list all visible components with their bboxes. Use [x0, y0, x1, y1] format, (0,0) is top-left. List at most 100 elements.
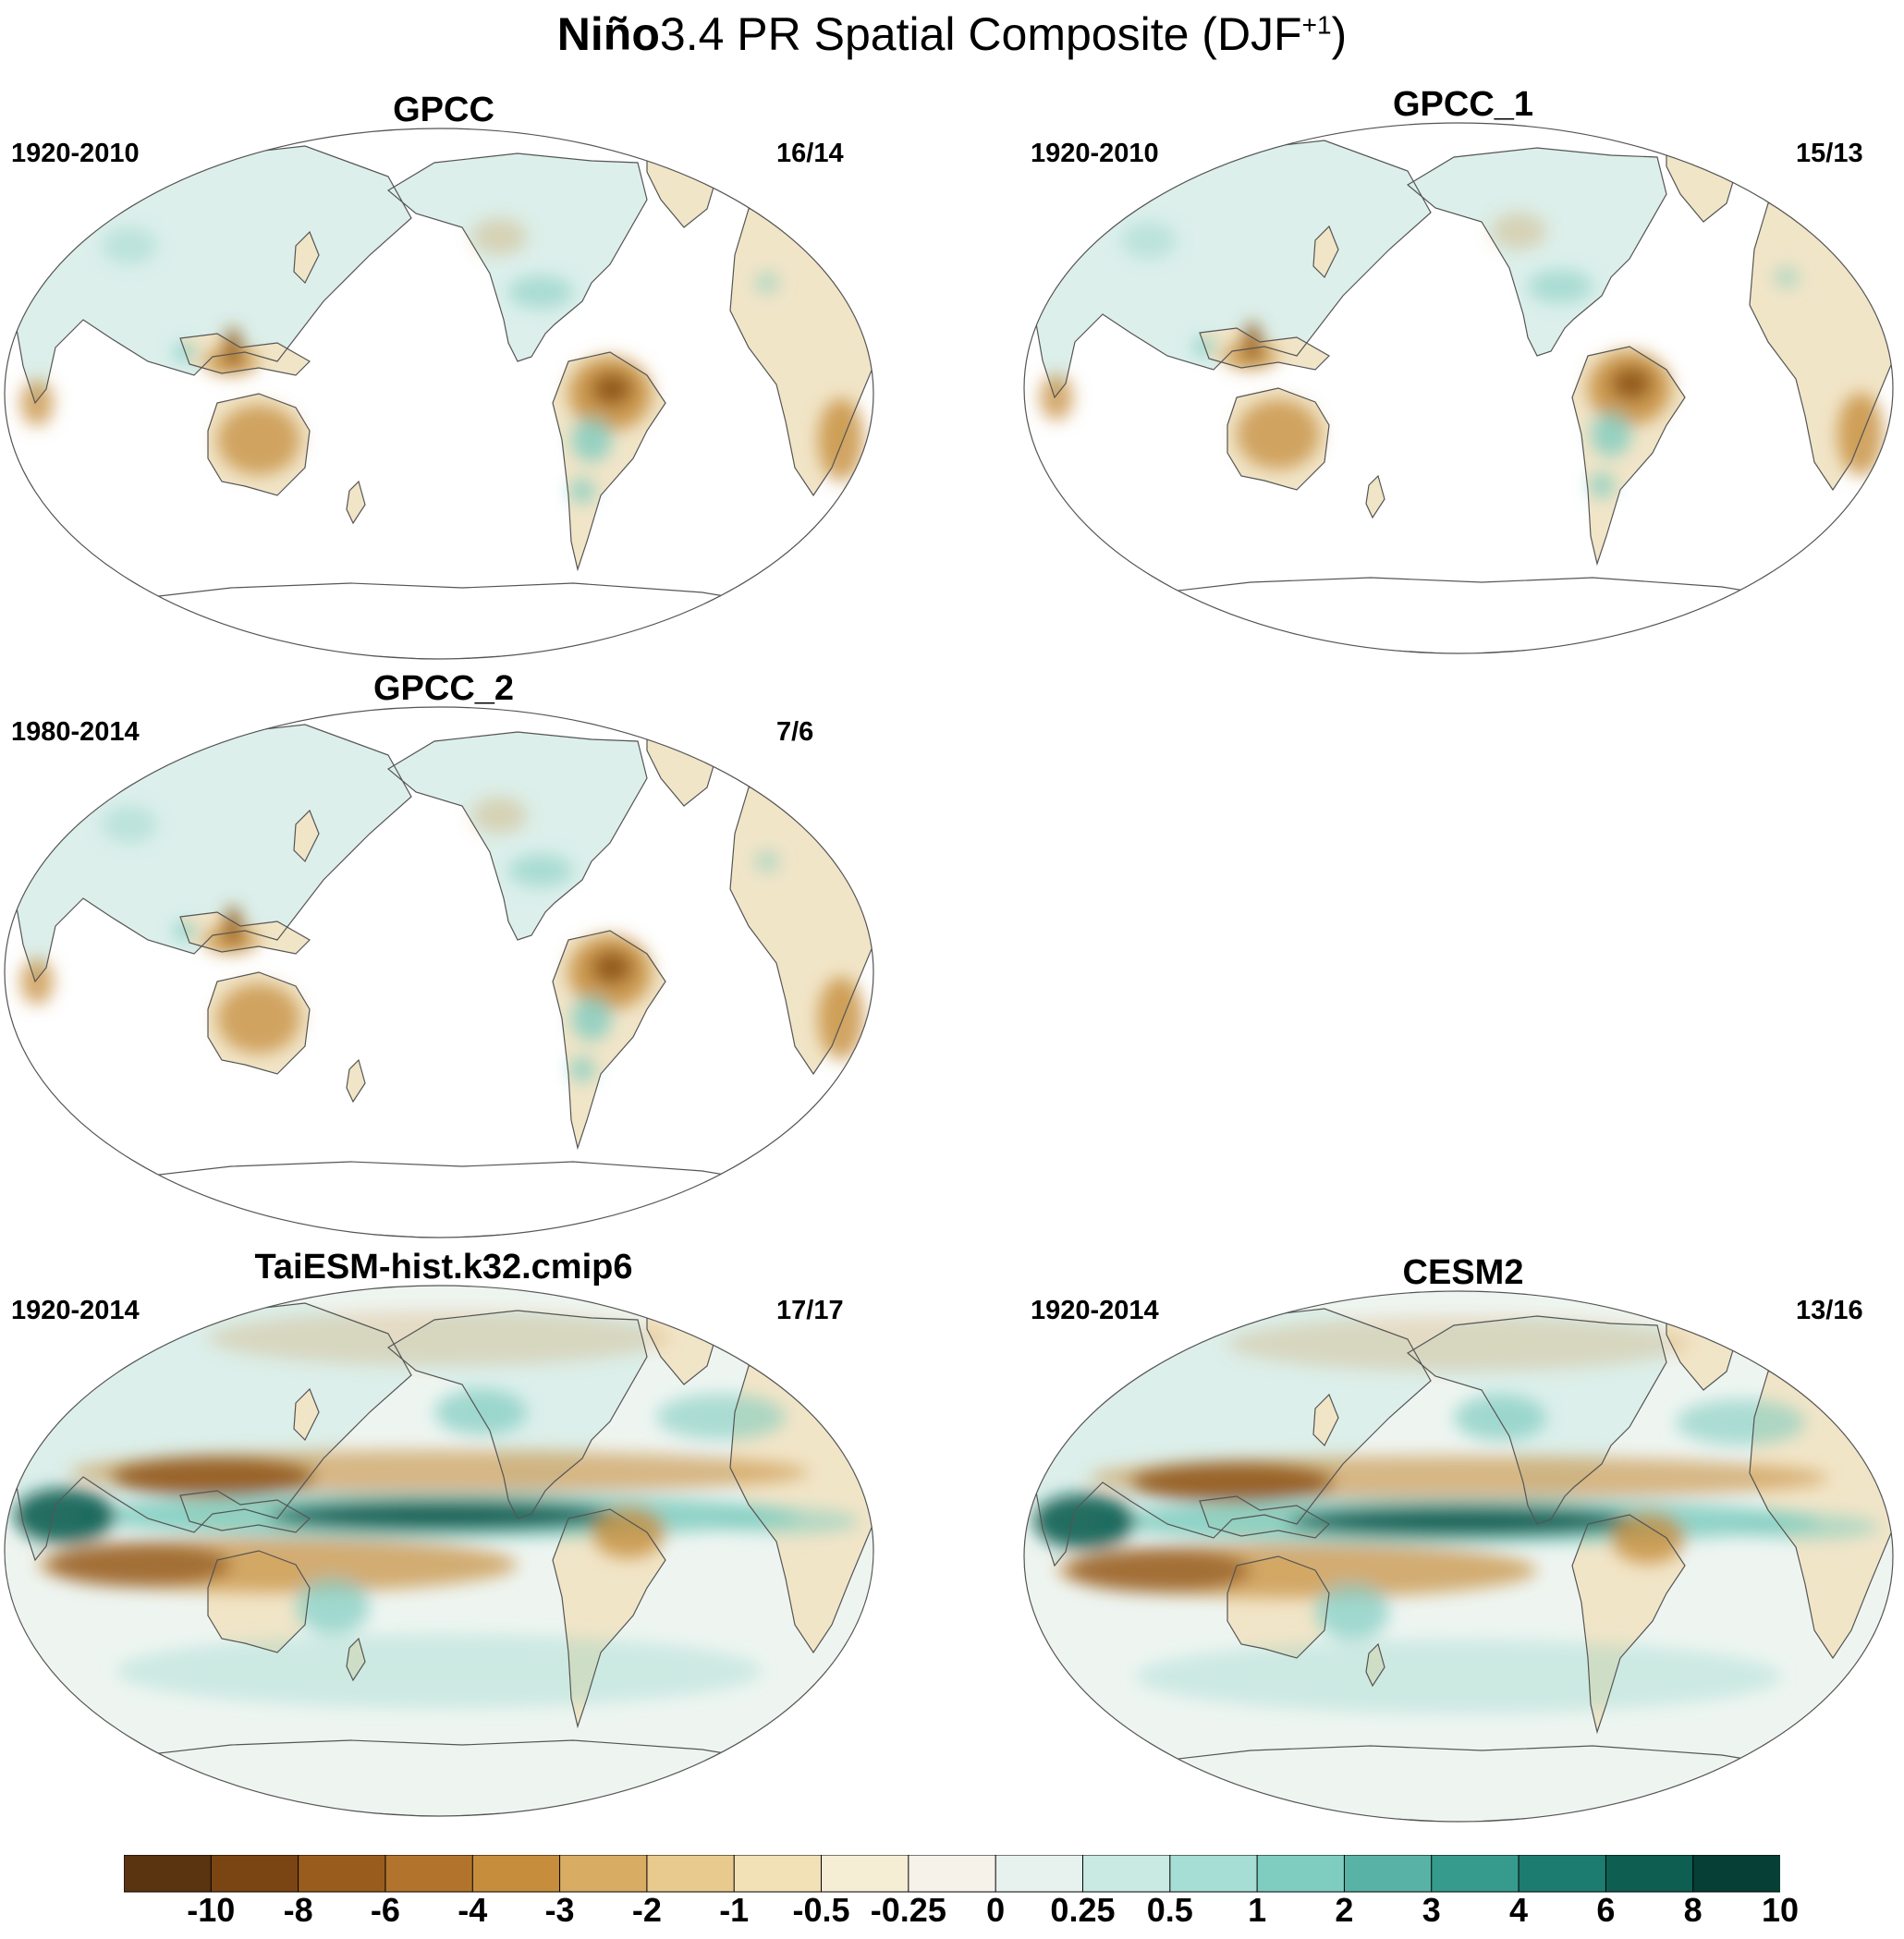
colorbar-swatch [1518, 1855, 1607, 1893]
colorbar-tick-label: 0.5 [1146, 1891, 1193, 1929]
precip-anomaly-region [754, 272, 780, 294]
colorbar-swatch [298, 1855, 386, 1893]
precip-anomaly-region [296, 1579, 370, 1634]
colorbar-tick-label: 1 [1248, 1891, 1267, 1929]
precip-anomaly-region [20, 958, 54, 1005]
precip-anomaly-layer [20, 797, 864, 1082]
precip-anomaly-region [1315, 1584, 1389, 1640]
precip-anomaly-region [471, 797, 527, 834]
colorbar-swatch [471, 1855, 561, 1893]
land-japan [1313, 1395, 1338, 1445]
panel-period: 1920-2014 [11, 1296, 140, 1325]
map-svg [1023, 122, 1894, 654]
map-svg [4, 1285, 874, 1817]
map-panel-gpcc-2: GPCC_2 1980-2014 7/6 [0, 669, 924, 1270]
coastline-north-america [386, 1310, 648, 1519]
precip-anomaly-layer [1040, 213, 1884, 498]
panel-title: GPCC [393, 91, 494, 129]
map-boundary [1023, 122, 1894, 654]
precip-anomaly-region [1611, 1512, 1685, 1564]
precip-anomaly-region [225, 906, 241, 946]
coastline-north-america [1406, 147, 1667, 357]
precip-anomaly-region [102, 227, 157, 264]
coastline-australia [207, 971, 311, 1075]
title-superscript: +1 [1301, 10, 1332, 40]
precip-anomaly-region [1237, 399, 1320, 470]
colorbar-swatch [733, 1855, 823, 1893]
coastline-australia [207, 393, 311, 496]
precip-anomaly-region [508, 275, 573, 309]
map-boundary [4, 1285, 874, 1817]
coastline-maritime [179, 333, 311, 376]
coastline-nz [1365, 1642, 1385, 1688]
colorbar-swatch [995, 1855, 1084, 1893]
coastline-south-america [552, 1508, 666, 1729]
title-closing: ) [1331, 8, 1348, 60]
map-svg [4, 706, 874, 1238]
precip-anomaly-region [225, 327, 241, 368]
panel-count: 16/14 [776, 139, 844, 168]
colorbar-tick-label: 3 [1422, 1891, 1441, 1929]
precip-anomaly-region [111, 1457, 314, 1497]
precip-anomaly-region [569, 1056, 595, 1082]
precip-anomaly-region [208, 1311, 670, 1366]
land-antarctica [111, 1162, 786, 1238]
title-bold-part: Niño [556, 8, 660, 60]
map-panel-taiesm: TaiESM-hist.k32.cmip6 1920-2014 17/17 [0, 1248, 924, 1848]
precip-anomaly-region [20, 380, 54, 426]
land-antarctica [111, 1740, 786, 1816]
colorbar-tick-label: 6 [1596, 1891, 1616, 1929]
land-japan [294, 1389, 319, 1440]
precip-anomaly-region [217, 983, 300, 1054]
colorbar-tick-label: -2 [631, 1891, 662, 1929]
precip-anomaly-region [1528, 270, 1593, 303]
precip-anomaly-region [268, 1501, 619, 1530]
coastline-south-america [1571, 346, 1686, 567]
precip-anomaly-region [571, 996, 612, 1041]
precip-anomaly-region [818, 977, 864, 1060]
precip-anomaly-region [1676, 1399, 1805, 1445]
land-antarctica [1130, 1746, 1805, 1822]
land-japan [294, 232, 319, 283]
precip-anomaly-region [1130, 1462, 1334, 1503]
coastline-australia [1227, 387, 1330, 491]
precip-anomaly-region [592, 1506, 665, 1558]
map-panel-gpcc-1: GPCC_1 1920-2010 15/13 [1019, 85, 1904, 686]
colorbar-tick-label: -4 [458, 1891, 488, 1929]
precip-anomaly-region [471, 218, 527, 255]
map-boundary [4, 128, 874, 660]
precip-anomaly-region [754, 850, 780, 872]
precip-anomaly-region [1066, 1548, 1251, 1592]
colorbar-swatch [1431, 1855, 1520, 1893]
map-svg [1023, 1290, 1894, 1823]
colorbar-tick-label: 4 [1509, 1891, 1529, 1929]
colorbar-swatch [124, 1855, 213, 1893]
precip-anomaly-region [1121, 222, 1177, 259]
panel-title: GPCC_1 [1392, 85, 1534, 124]
coastline-nz [346, 480, 366, 525]
precip-anomaly-region [102, 806, 157, 843]
precip-anomaly-region [46, 1543, 231, 1587]
precip-anomaly-region [434, 1389, 527, 1435]
precip-anomaly-region [1227, 1316, 1690, 1372]
colorbar-swatch [821, 1855, 909, 1893]
land-japan [294, 811, 319, 861]
colorbar-tick-label: -1 [719, 1891, 750, 1929]
precip-anomaly-region [818, 398, 864, 482]
panel-count: 15/13 [1796, 139, 1863, 168]
map-panel-cesm2: CESM2 1920-2014 13/16 [1019, 1253, 1904, 1854]
panel-period: 1920-2010 [11, 139, 140, 168]
land-north-america [1408, 148, 1666, 356]
colorbar-tick-label: -10 [187, 1891, 236, 1929]
panel-count: 17/17 [776, 1296, 844, 1325]
precip-anomaly-region [116, 1634, 763, 1708]
precip-anomaly-region [1591, 412, 1631, 457]
map-boundary [4, 706, 874, 1238]
colorbar-tick-label: -0.25 [870, 1891, 946, 1929]
precip-anomaly-region [712, 1508, 860, 1534]
coastline-japan [1312, 1393, 1339, 1447]
colorbar-tick-label: -3 [544, 1891, 575, 1929]
colorbar-swatch [1692, 1855, 1780, 1893]
title-regular-part: 3.4 PR Spatial Composite (DJF [659, 8, 1302, 60]
colorbar-swatch [1081, 1855, 1171, 1893]
